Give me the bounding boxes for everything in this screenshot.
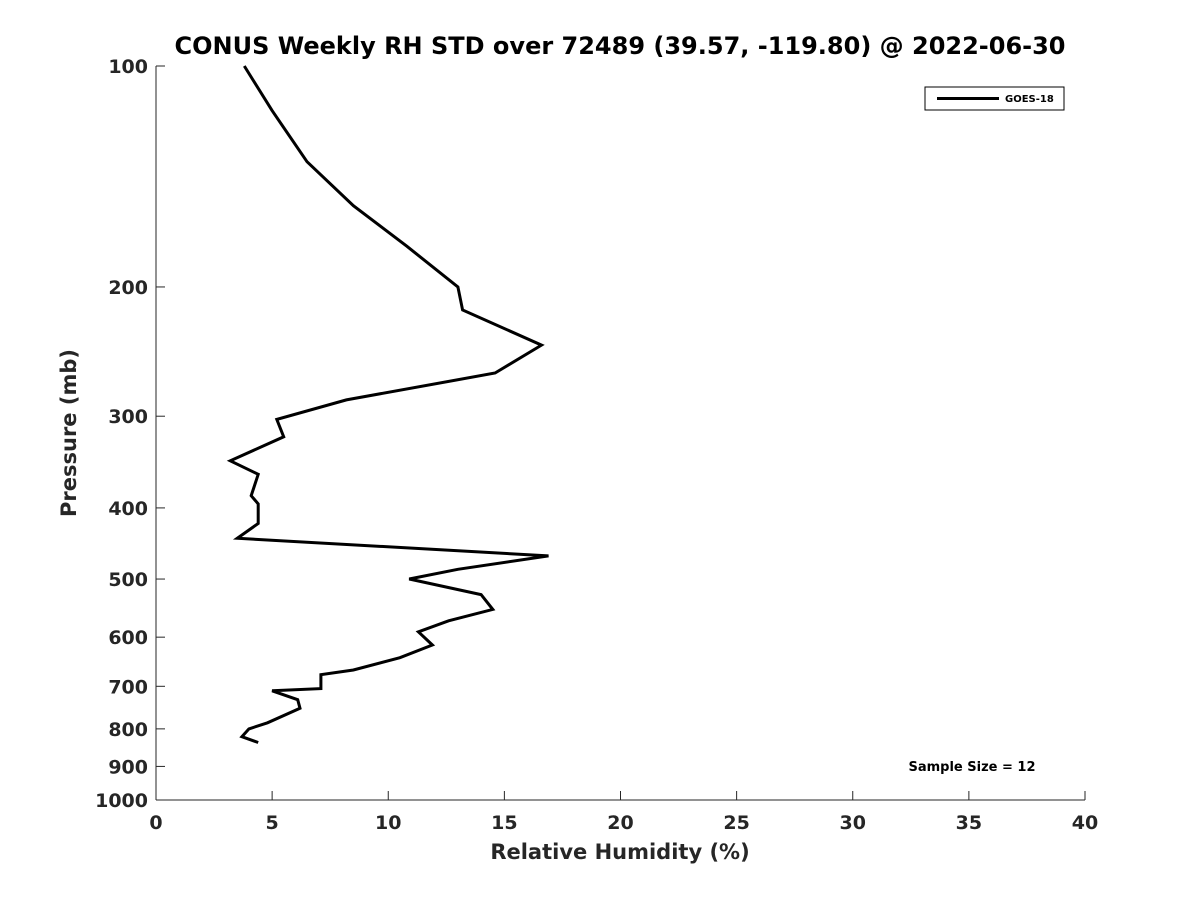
x-axis-label: Relative Humidity (%) — [490, 840, 749, 864]
x-tick-label: 20 — [607, 812, 633, 834]
series-line-goes-18 — [226, 65, 549, 744]
y-tick-label: 900 — [108, 756, 148, 778]
x-tick-label: 10 — [375, 812, 401, 834]
y-tick-label: 600 — [108, 627, 148, 649]
x-tick-label: 5 — [266, 812, 279, 834]
y-tick-label: 700 — [108, 676, 148, 698]
legend: GOES-18 — [924, 86, 1065, 111]
x-tick-label: 25 — [723, 812, 749, 834]
y-tick-label: 400 — [108, 498, 148, 520]
y-tick-label: 500 — [108, 569, 148, 591]
x-tick-label: 40 — [1072, 812, 1098, 834]
x-tick-label: 35 — [956, 812, 982, 834]
y-axis-label: Pressure (mb) — [57, 349, 81, 517]
chart-title: CONUS Weekly RH STD over 72489 (39.57, -… — [174, 32, 1065, 60]
sample-size-annotation: Sample Size = 12 — [908, 760, 1035, 775]
y-tick-label: 300 — [108, 406, 148, 428]
x-tick-label: 30 — [840, 812, 866, 834]
legend-entry-label: GOES-18 — [1005, 94, 1054, 105]
y-tick-label: 100 — [108, 56, 148, 78]
plot-area: 0 5 10 15 20 25 30 35 40 100 200 300 400 500 600 700 800… — [95, 56, 1098, 834]
y-tick-label: 200 — [108, 277, 148, 299]
y-tick-label: 800 — [108, 719, 148, 741]
x-tick-label: 15 — [491, 812, 517, 834]
x-tick-label: 0 — [149, 812, 162, 834]
y-tick-label: 1000 — [95, 790, 148, 812]
